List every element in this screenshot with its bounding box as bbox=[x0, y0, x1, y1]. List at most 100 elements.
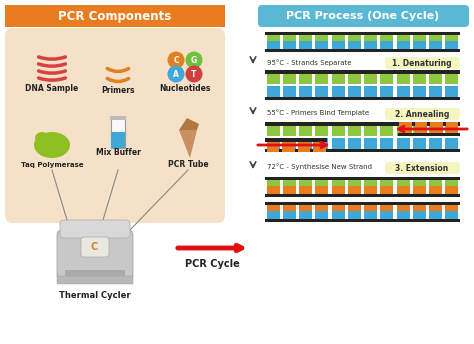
Text: Primers: Primers bbox=[101, 86, 135, 95]
Bar bbox=[364, 35, 377, 43]
Bar bbox=[446, 212, 458, 219]
Bar bbox=[413, 212, 426, 219]
FancyBboxPatch shape bbox=[258, 5, 469, 27]
Bar bbox=[380, 35, 393, 43]
Bar bbox=[397, 74, 410, 84]
Bar bbox=[446, 86, 458, 97]
Bar bbox=[315, 186, 328, 194]
Text: 72°C - Synthesise New Strand: 72°C - Synthesise New Strand bbox=[267, 164, 372, 170]
Bar bbox=[266, 126, 280, 136]
Bar bbox=[430, 122, 443, 132]
Bar bbox=[265, 202, 460, 205]
Circle shape bbox=[185, 65, 202, 83]
Bar bbox=[283, 212, 296, 219]
Bar bbox=[315, 205, 328, 213]
Bar bbox=[413, 205, 426, 213]
Bar bbox=[380, 126, 393, 136]
Text: PCR Tube: PCR Tube bbox=[168, 160, 208, 169]
Bar bbox=[446, 205, 458, 213]
Bar bbox=[397, 35, 410, 43]
Bar bbox=[446, 74, 458, 84]
Polygon shape bbox=[179, 118, 199, 130]
Bar bbox=[348, 35, 361, 43]
Bar bbox=[283, 86, 296, 97]
Bar bbox=[380, 212, 393, 219]
Bar bbox=[429, 86, 442, 97]
Bar bbox=[283, 35, 296, 43]
Bar bbox=[446, 122, 458, 132]
Bar bbox=[315, 180, 328, 187]
Bar bbox=[380, 74, 393, 84]
Bar bbox=[397, 212, 410, 219]
Bar bbox=[429, 205, 442, 213]
Bar bbox=[266, 212, 280, 219]
Bar bbox=[348, 41, 361, 49]
Bar bbox=[397, 186, 410, 194]
FancyBboxPatch shape bbox=[5, 28, 225, 223]
Bar bbox=[332, 86, 345, 97]
Bar bbox=[332, 35, 345, 43]
Bar bbox=[398, 132, 460, 136]
Text: DNA Sample: DNA Sample bbox=[26, 84, 79, 93]
Bar bbox=[313, 141, 326, 152]
Bar bbox=[332, 205, 345, 213]
Bar bbox=[65, 270, 125, 276]
Bar bbox=[429, 212, 442, 219]
Bar bbox=[415, 122, 427, 132]
FancyArrowPatch shape bbox=[107, 78, 128, 82]
Bar bbox=[413, 186, 426, 194]
Bar bbox=[364, 74, 377, 84]
Bar bbox=[446, 41, 458, 49]
Bar bbox=[413, 35, 426, 43]
Text: Nucleotides: Nucleotides bbox=[159, 84, 210, 93]
Circle shape bbox=[167, 65, 184, 83]
Bar bbox=[110, 116, 126, 120]
Bar bbox=[332, 41, 345, 49]
Bar bbox=[332, 126, 345, 136]
Bar bbox=[348, 126, 361, 136]
Bar bbox=[266, 138, 280, 149]
Bar bbox=[299, 41, 312, 49]
Bar bbox=[265, 49, 460, 52]
Ellipse shape bbox=[34, 132, 70, 158]
Bar bbox=[265, 32, 460, 35]
Bar bbox=[348, 86, 361, 97]
Bar bbox=[266, 35, 280, 43]
Bar bbox=[446, 180, 458, 187]
Text: 2. Annealing: 2. Annealing bbox=[395, 109, 449, 118]
Bar bbox=[348, 205, 361, 213]
Bar bbox=[446, 126, 458, 136]
Bar bbox=[397, 41, 410, 49]
Bar bbox=[57, 276, 133, 284]
Bar bbox=[299, 205, 312, 213]
FancyBboxPatch shape bbox=[57, 230, 133, 280]
Bar bbox=[364, 86, 377, 97]
Bar bbox=[265, 149, 460, 152]
Text: Mix Buffer: Mix Buffer bbox=[96, 148, 140, 157]
Bar bbox=[266, 205, 280, 213]
Text: PCR Cycle: PCR Cycle bbox=[185, 259, 239, 269]
Bar bbox=[397, 126, 410, 136]
Bar bbox=[266, 86, 280, 97]
Bar bbox=[266, 41, 280, 49]
Bar bbox=[380, 138, 393, 149]
Text: PCR Components: PCR Components bbox=[58, 10, 172, 22]
Bar bbox=[111, 132, 125, 148]
Bar bbox=[299, 74, 312, 84]
Bar bbox=[265, 70, 460, 74]
Bar bbox=[298, 141, 310, 152]
Text: 1. Denaturing: 1. Denaturing bbox=[392, 58, 452, 67]
Bar bbox=[429, 74, 442, 84]
Bar bbox=[266, 141, 279, 152]
Text: G: G bbox=[191, 55, 197, 65]
Bar bbox=[315, 126, 328, 136]
Bar bbox=[380, 41, 393, 49]
Bar bbox=[380, 180, 393, 187]
Bar bbox=[283, 205, 296, 213]
FancyBboxPatch shape bbox=[385, 162, 460, 174]
Bar bbox=[315, 74, 328, 84]
Bar bbox=[364, 138, 377, 149]
Bar bbox=[332, 180, 345, 187]
Bar bbox=[282, 141, 295, 152]
FancyArrowPatch shape bbox=[38, 71, 65, 73]
